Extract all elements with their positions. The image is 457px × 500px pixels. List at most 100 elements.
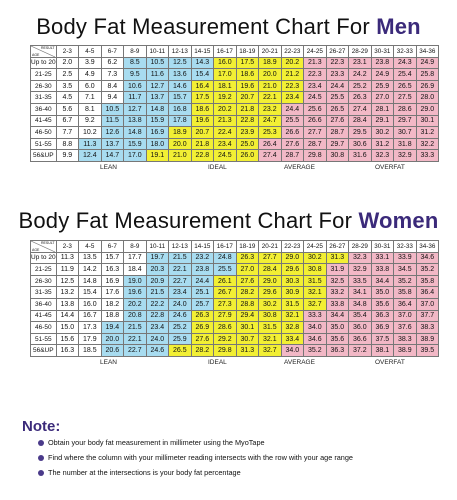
women-column-header: 6-7 <box>100 240 125 253</box>
women-age-cell: 46-50 <box>30 321 57 334</box>
women-value-cell: 26.7 <box>213 286 237 299</box>
men-value-cell: 4.9 <box>78 68 102 81</box>
men-value-cell: 26.0 <box>235 149 260 162</box>
men-column-header: 2-3 <box>55 45 80 58</box>
men-value-cell: 30.6 <box>348 137 372 151</box>
men-value-cell: 26.9 <box>415 79 440 93</box>
men-value-cell: 31.6 <box>348 149 372 162</box>
men-value-cell: 27.0 <box>370 91 395 104</box>
men-value-cell: 26.6 <box>280 126 305 139</box>
men-value-cell: 23.8 <box>370 56 395 70</box>
men-value-cell: 14.3 <box>190 56 215 70</box>
men-value-cell: 14.7 <box>100 149 125 162</box>
women-value-cell: 28.8 <box>235 297 260 311</box>
men-chart-section: RESULT AGE 2-3 4-5 6-7 8-9 10-11 12-13 14-15 16… <box>30 45 440 174</box>
women-value-cell: 37.2 <box>348 344 372 357</box>
men-value-cell: 8.1 <box>78 102 102 116</box>
women-value-cell: 34.5 <box>393 263 417 276</box>
men-value-cell: 3.5 <box>55 79 80 93</box>
women-value-cell: 29.4 <box>235 309 260 323</box>
men-column-header: 6-7 <box>100 45 125 58</box>
women-value-cell: 28.4 <box>258 263 282 276</box>
men-value-cell: 17.0 <box>213 68 237 81</box>
women-value-cell: 22.1 <box>168 263 192 276</box>
women-value-cell: 24.0 <box>145 332 170 346</box>
women-value-cell: 30.8 <box>258 309 282 323</box>
men-value-cell: 3.9 <box>78 56 102 70</box>
women-value-cell: 32.7 <box>258 344 282 357</box>
women-column-header: 8-9 <box>123 240 147 253</box>
women-value-cell: 23.4 <box>168 286 192 299</box>
men-value-cell: 18.1 <box>213 79 237 93</box>
men-value-cell: 29.1 <box>370 114 395 128</box>
men-value-cell: 17.0 <box>123 149 147 162</box>
men-value-cell: 28.7 <box>303 137 327 151</box>
men-header-row: RESULT AGE 2-3 4-5 6-7 8-9 10-11 12-13 14-15 16… <box>30 45 440 58</box>
men-result-label: RESULT <box>41 46 55 50</box>
women-value-cell: 23.8 <box>190 263 215 276</box>
men-value-cell: 19.6 <box>190 114 215 128</box>
men-value-cell: 6.2 <box>100 56 125 70</box>
men-title-highlight: Men <box>376 14 421 39</box>
women-zone-ideal: IDEAL <box>208 358 227 366</box>
women-value-cell: 30.8 <box>303 263 327 276</box>
women-value-cell: 24.0 <box>168 297 192 311</box>
men-value-cell: 27.6 <box>280 137 305 151</box>
women-value-cell: 35.2 <box>415 263 440 276</box>
women-value-cell: 30.3 <box>280 274 305 288</box>
women-value-cell: 29.8 <box>213 344 237 357</box>
men-value-cell: 24.4 <box>325 79 350 93</box>
women-value-cell: 33.8 <box>370 263 395 276</box>
men-value-cell: 15.7 <box>168 91 192 104</box>
men-column-header: 10-11 <box>145 45 170 58</box>
women-value-cell: 15.0 <box>55 321 80 334</box>
women-value-cell: 35.4 <box>348 309 372 323</box>
women-value-cell: 38.1 <box>370 344 395 357</box>
women-value-cell: 29.6 <box>280 263 305 276</box>
men-value-cell: 17.8 <box>168 114 192 128</box>
women-value-cell: 25.1 <box>190 286 215 299</box>
women-value-cell: 36.0 <box>348 321 372 334</box>
women-value-cell: 30.7 <box>235 332 260 346</box>
men-value-cell: 2.5 <box>55 68 80 81</box>
men-value-cell: 10.5 <box>100 102 125 116</box>
women-value-cell: 16.7 <box>78 309 102 323</box>
women-value-cell: 36.4 <box>415 286 440 299</box>
women-column-header: 2-3 <box>55 240 80 253</box>
women-value-cell: 15.6 <box>55 332 80 346</box>
women-value-cell: 29.0 <box>280 251 305 265</box>
women-table-row: 26-30 12.5 14.8 16.9 19.0 20.9 22.7 24.4 26.1 27.… <box>30 274 440 288</box>
men-value-cell: 26.6 <box>303 114 327 128</box>
women-value-cell: 26.3 <box>190 309 215 323</box>
women-value-cell: 11.3 <box>55 251 80 265</box>
women-value-cell: 27.6 <box>235 274 260 288</box>
men-value-cell: 20.7 <box>235 91 260 104</box>
men-value-cell: 9.2 <box>78 114 102 128</box>
women-chart-section: RESULT AGE 2-3 4-5 6-7 8-9 10-11 12-13 14-15 16… <box>30 240 440 369</box>
women-value-cell: 18.5 <box>78 344 102 357</box>
women-value-cell: 14.2 <box>78 263 102 276</box>
women-value-cell: 19.7 <box>145 251 170 265</box>
women-value-cell: 21.5 <box>123 321 147 334</box>
men-value-cell: 18.0 <box>145 137 170 151</box>
men-value-cell: 24.3 <box>393 56 417 70</box>
men-value-cell: 23.3 <box>325 68 350 81</box>
men-value-cell: 9.4 <box>100 91 125 104</box>
men-age-cell: 31-35 <box>30 91 57 104</box>
women-column-header: 12-13 <box>168 240 192 253</box>
men-value-cell: 21.8 <box>190 137 215 151</box>
women-value-cell: 14.4 <box>55 309 80 323</box>
women-value-cell: 28.6 <box>213 321 237 334</box>
men-value-cell: 17.5 <box>190 91 215 104</box>
men-value-cell: 4.5 <box>55 91 80 104</box>
men-column-header: 34-36 <box>415 45 440 58</box>
men-value-cell: 21.2 <box>280 68 305 81</box>
men-value-cell: 6.0 <box>78 79 102 93</box>
men-column-header: 22-23 <box>280 45 305 58</box>
note-item: Obtain your body fat measurement in mill… <box>38 438 353 453</box>
men-value-cell: 13.6 <box>168 68 192 81</box>
men-value-cell: 15.9 <box>145 114 170 128</box>
men-value-cell: 32.3 <box>370 149 395 162</box>
women-value-cell: 16.0 <box>78 297 102 311</box>
men-value-cell: 29.5 <box>348 126 372 139</box>
